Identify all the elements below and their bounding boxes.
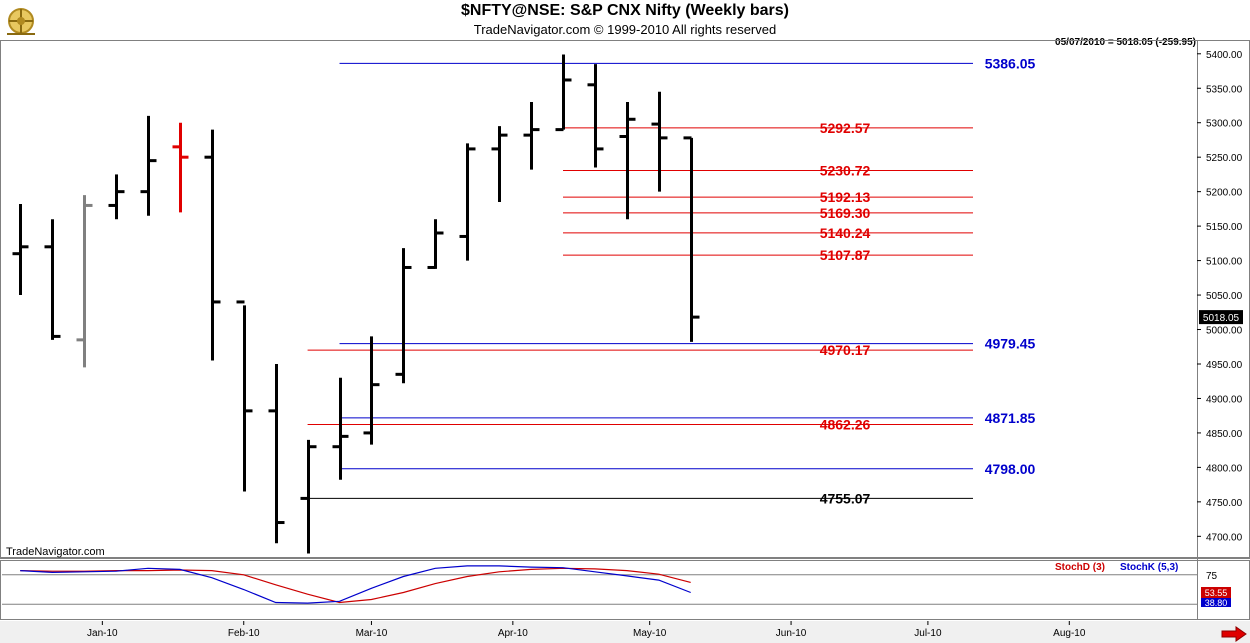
level-label: 4970.17 xyxy=(820,342,871,358)
time-axis-band xyxy=(0,621,1250,643)
last-price-label: 5018.05 xyxy=(1203,313,1240,324)
y-tick-label: 4950.00 xyxy=(1206,360,1243,371)
navigator-logo-icon xyxy=(7,8,35,35)
oscillator-tick-label: 75 xyxy=(1206,571,1218,582)
level-label: 4862.26 xyxy=(820,416,871,432)
y-tick-label: 5300.00 xyxy=(1206,119,1243,130)
stochk-last-tag xyxy=(1201,598,1231,607)
y-tick-label: 4700.00 xyxy=(1206,532,1243,543)
y-tick-label: 5400.00 xyxy=(1206,50,1243,61)
x-tick-label: Aug-10 xyxy=(1053,628,1086,639)
last-price-tag xyxy=(1199,310,1243,325)
level-label: 5292.57 xyxy=(820,120,871,136)
level-label: 4979.45 xyxy=(985,336,1036,352)
y-tick-label: 4850.00 xyxy=(1206,429,1243,440)
y-tick-label: 5100.00 xyxy=(1206,257,1243,268)
x-tick-label: Jul-10 xyxy=(914,628,942,639)
legend-stochk: StochK (5,3) xyxy=(1120,562,1178,573)
y-tick-label: 5000.00 xyxy=(1206,326,1243,337)
level-label: 5107.87 xyxy=(820,247,871,263)
chart-header: $NFTY@NSE: S&P CNX Nifty (Weekly bars) T… xyxy=(0,0,1250,40)
chart-title: $NFTY@NSE: S&P CNX Nifty (Weekly bars) xyxy=(461,2,789,19)
last-bar-info: 05/07/2010 = 5018.05 (-259.95) xyxy=(1055,37,1196,48)
level-label: 5140.24 xyxy=(820,225,871,241)
oscillator-series-line xyxy=(20,567,691,604)
level-label: 5169.30 xyxy=(820,205,871,221)
x-tick-label: Jun-10 xyxy=(776,628,807,639)
watermark-text: TradeNavigator.com xyxy=(6,546,105,558)
copyright-text: TradeNavigator.com © 1999-2010 All right… xyxy=(473,22,777,37)
level-label: 5192.13 xyxy=(820,189,871,205)
y-tick-label: 5150.00 xyxy=(1206,222,1243,233)
level-label: 4871.85 xyxy=(985,410,1036,426)
main-plot-frame xyxy=(0,40,1250,558)
x-tick-label: Apr-10 xyxy=(498,628,528,639)
level-label: 4798.00 xyxy=(985,461,1036,477)
y-tick-label: 5250.00 xyxy=(1206,153,1243,164)
x-tick-label: Mar-10 xyxy=(356,628,388,639)
y-tick-label: 5350.00 xyxy=(1206,84,1243,95)
y-tick-label: 5050.00 xyxy=(1206,291,1243,302)
x-tick-label: Jan-10 xyxy=(87,628,118,639)
y-tick-label: 4750.00 xyxy=(1206,498,1243,509)
stochk-last-value: 38.80 xyxy=(1205,598,1228,608)
level-label: 5230.72 xyxy=(820,162,871,178)
y-tick-label: 4800.00 xyxy=(1206,463,1243,474)
x-tick-label: Feb-10 xyxy=(228,628,260,639)
x-tick-label: May-10 xyxy=(633,628,667,639)
stochd-last-value: 53.55 xyxy=(1205,588,1228,598)
y-tick-label: 4900.00 xyxy=(1206,394,1243,405)
scroll-right-arrow-icon[interactable] xyxy=(1220,626,1248,642)
y-tick-label: 5200.00 xyxy=(1206,188,1243,199)
level-label: 5386.05 xyxy=(985,55,1036,71)
level-label: 4755.07 xyxy=(820,490,871,506)
stochd-last-tag xyxy=(1201,587,1231,598)
legend-stochd: StochD (3) xyxy=(1055,562,1105,573)
oscillator-series-line xyxy=(20,565,691,604)
